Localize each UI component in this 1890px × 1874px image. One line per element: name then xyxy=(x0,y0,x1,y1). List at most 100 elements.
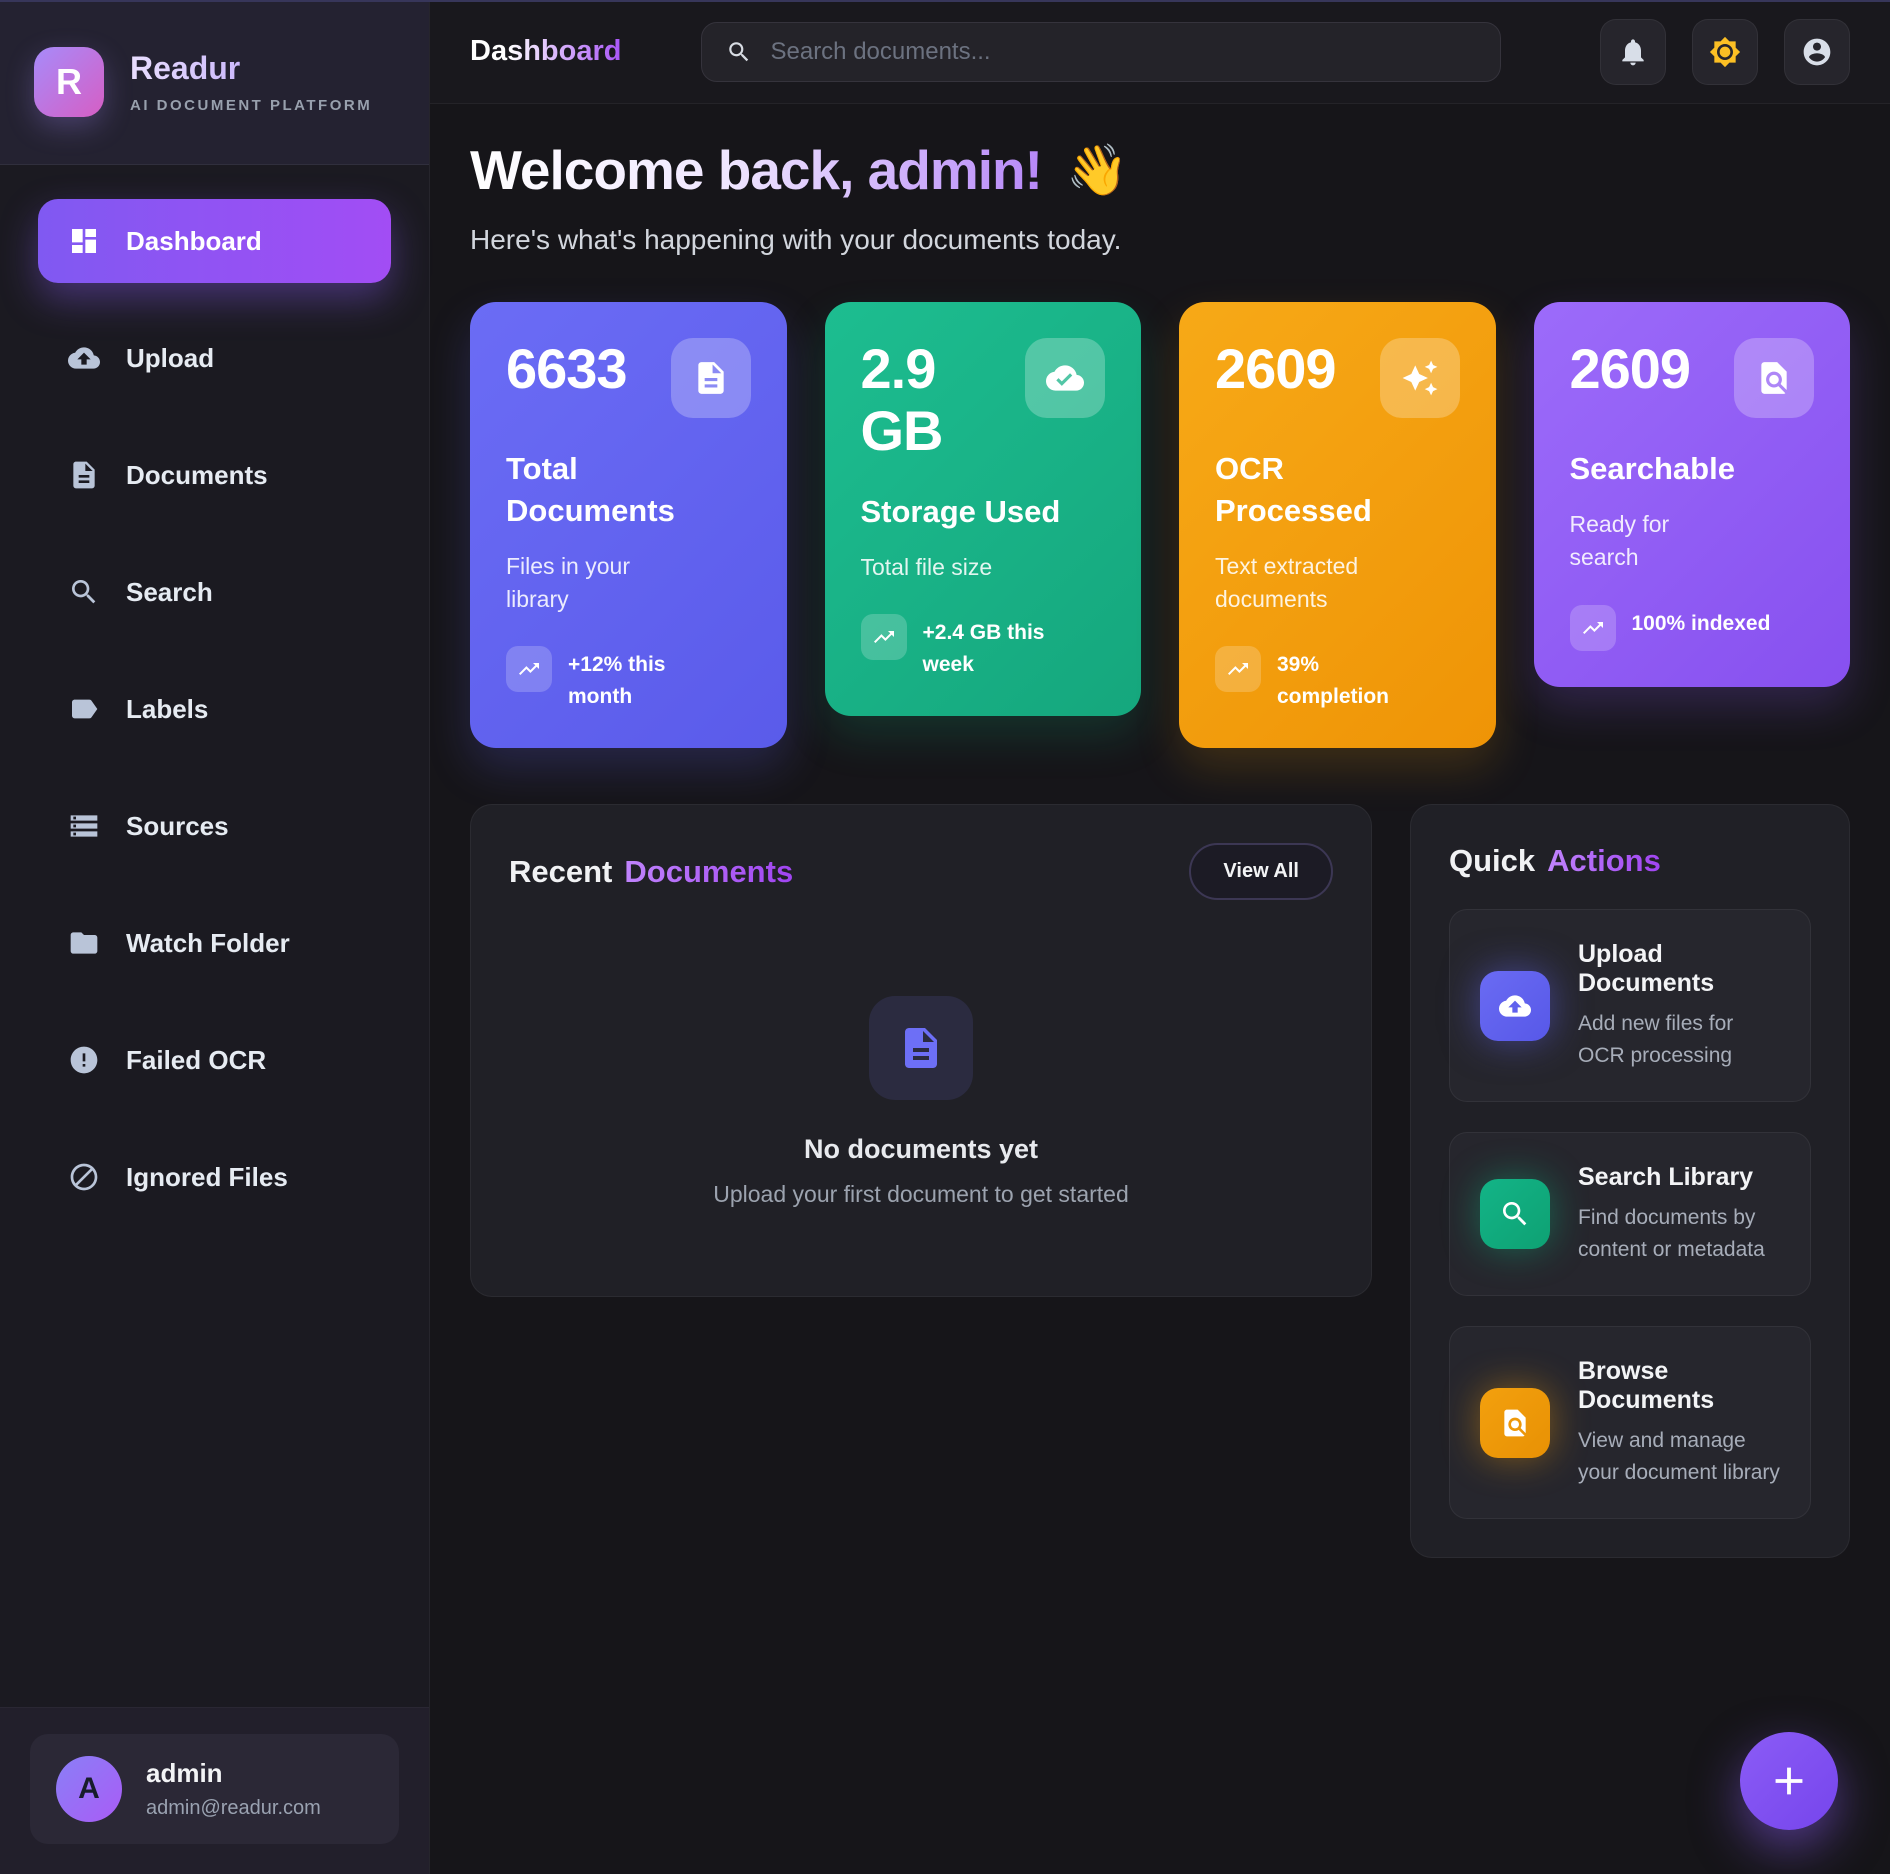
user-info: admin admin@readur.com xyxy=(146,1758,321,1820)
quick-action-search-library[interactable]: Search Library Find documents by content… xyxy=(1449,1132,1811,1297)
welcome-header: Welcome back, admin! 👋 xyxy=(470,138,1850,202)
cloud-upload-icon xyxy=(68,342,100,374)
stat-subtitle: Ready for search xyxy=(1569,510,1670,571)
wave-emoji: 👋 xyxy=(1065,141,1129,198)
sidebar-item-watch-folder[interactable]: Watch Folder xyxy=(38,901,391,985)
quick-action-description: Add new files for OCR processing xyxy=(1578,1012,1734,1067)
stat-card-storage-used[interactable]: 2.9 GB Storage Used Total file size +2.4… xyxy=(824,302,1141,717)
stat-trend-text: +2.4 GB this week xyxy=(922,621,1045,676)
folder-icon xyxy=(68,927,100,959)
document-icon xyxy=(869,996,973,1101)
stat-value: 6633 xyxy=(506,337,628,400)
search-icon xyxy=(726,39,752,65)
title-accent: Documents xyxy=(624,853,794,889)
plus-icon xyxy=(1766,1758,1812,1804)
doc-search-icon xyxy=(1734,338,1814,418)
sidebar-item-failed-ocr[interactable]: Failed OCR xyxy=(38,1018,391,1102)
user-card[interactable]: A admin admin@readur.com xyxy=(30,1734,399,1844)
quick-action-text: Search Library Find documents by content… xyxy=(1578,1163,1780,1265)
view-all-button[interactable]: View All xyxy=(1189,843,1333,901)
stat-subtitle: Total file size xyxy=(860,554,993,581)
sidebar-nav: Dashboard Upload Documents Search Labels… xyxy=(0,165,429,1707)
stat-title: Searchable xyxy=(1569,451,1735,486)
trending-up-icon xyxy=(1569,604,1616,651)
search-icon xyxy=(68,576,100,608)
quick-action-title: Browse Documents xyxy=(1578,1357,1715,1415)
sidebar-item-label: Failed OCR xyxy=(126,1044,267,1075)
user-email: admin@readur.com xyxy=(146,1797,321,1819)
ban-icon xyxy=(68,1161,100,1193)
add-document-fab[interactable] xyxy=(1740,1732,1838,1830)
quick-action-description: View and manage your document library xyxy=(1578,1429,1780,1484)
stat-title: OCR Processed xyxy=(1215,451,1372,528)
stat-head: 2609 xyxy=(1570,338,1814,418)
stat-value: 2.9 GB xyxy=(860,337,944,462)
stat-subtitle: Files in your library xyxy=(506,552,630,613)
stats-grid: 6633 Total Documents Files in your libra… xyxy=(470,302,1850,749)
page-title: Dashboard xyxy=(470,35,622,67)
account-button[interactable] xyxy=(1784,18,1850,85)
recent-documents-header: Recent Documents View All xyxy=(509,843,1333,901)
sidebar-item-dashboard[interactable]: Dashboard xyxy=(38,199,391,283)
avatar: A xyxy=(56,1756,122,1822)
sidebar-item-label: Documents xyxy=(126,459,268,490)
user-name: admin xyxy=(146,1758,223,1788)
stat-title: Storage Used xyxy=(860,494,1061,530)
quick-action-browse-documents[interactable]: Browse Documents View and manage your do… xyxy=(1449,1326,1811,1520)
stat-trend: +2.4 GB this week xyxy=(860,614,1106,680)
app-identity: Readur AI DOCUMENT PLATFORM xyxy=(130,50,372,114)
sidebar-item-label: Search xyxy=(126,576,213,607)
main-area: Dashboard Welcome back, admin! 👋 Here's … xyxy=(430,0,1890,1874)
stat-trend: 39% completion xyxy=(1215,646,1460,712)
title-primary: Recent xyxy=(509,853,613,889)
sidebar-item-documents[interactable]: Documents xyxy=(38,433,391,517)
recent-documents-title: Recent Documents xyxy=(509,854,793,890)
quick-action-title: Upload Documents xyxy=(1578,940,1715,998)
topbar: Dashboard xyxy=(430,0,1890,104)
search-bar[interactable] xyxy=(701,21,1502,82)
panels-row: Recent Documents View All No documents ye… xyxy=(470,804,1850,1559)
dashboard-content: Welcome back, admin! 👋 Here's what's hap… xyxy=(430,104,1890,1874)
welcome-title: Welcome back, admin! xyxy=(470,139,1043,201)
sidebar: R Readur AI DOCUMENT PLATFORM Dashboard … xyxy=(0,0,430,1874)
search-icon xyxy=(1480,1179,1550,1250)
sidebar-item-label: Ignored Files xyxy=(126,1161,288,1192)
sidebar-item-label: Upload xyxy=(126,342,215,373)
title-primary: Quick xyxy=(1449,843,1536,879)
bell-icon xyxy=(1617,36,1649,68)
quick-action-title: Search Library xyxy=(1578,1163,1754,1192)
recent-documents-panel: Recent Documents View All No documents ye… xyxy=(470,804,1372,1298)
sidebar-item-labels[interactable]: Labels xyxy=(38,667,391,751)
sidebar-item-search[interactable]: Search xyxy=(38,550,391,634)
stat-head: 2609 xyxy=(1215,338,1460,418)
sidebar-item-label: Watch Folder xyxy=(126,927,290,958)
document-icon xyxy=(670,338,751,418)
app-logo: R xyxy=(34,47,104,117)
quick-actions-panel: Quick Actions Upload Documents Add new fi… xyxy=(1410,804,1850,1559)
storage-list-icon xyxy=(68,810,100,842)
sidebar-item-upload[interactable]: Upload xyxy=(38,316,391,400)
stat-card-ocr-processed[interactable]: 2609 OCR Processed Text extracted docume… xyxy=(1179,302,1496,749)
quick-action-upload-documents[interactable]: Upload Documents Add new files for OCR p… xyxy=(1449,909,1811,1103)
quick-action-text: Upload Documents Add new files for OCR p… xyxy=(1578,940,1780,1071)
alert-circle-icon xyxy=(68,1044,100,1076)
sidebar-item-ignored-files[interactable]: Ignored Files xyxy=(38,1135,391,1219)
empty-state-subtitle: Upload your first document to get starte… xyxy=(713,1181,1129,1208)
app-tagline: AI DOCUMENT PLATFORM xyxy=(130,97,373,114)
stat-head: 2.9 GB xyxy=(860,337,1105,462)
sidebar-item-label: Labels xyxy=(126,693,209,724)
welcome-subtitle: Here's what's happening with your docume… xyxy=(470,224,1122,255)
stat-card-searchable[interactable]: 2609 Searchable Ready for search 100% in… xyxy=(1533,302,1850,687)
trending-up-icon xyxy=(1215,646,1261,693)
stat-trend-text: +12% this month xyxy=(568,653,666,708)
stat-card-total-documents[interactable]: 6633 Total Documents Files in your libra… xyxy=(470,302,787,749)
notifications-button[interactable] xyxy=(1600,18,1666,85)
sun-icon xyxy=(1709,36,1741,68)
stat-trend-text: 100% indexed xyxy=(1631,611,1771,635)
theme-toggle-button[interactable] xyxy=(1692,18,1758,85)
empty-state-title: No documents yet xyxy=(803,1134,1039,1165)
stat-value: 2609 xyxy=(1215,337,1337,400)
sidebar-item-sources[interactable]: Sources xyxy=(38,784,391,868)
document-icon xyxy=(68,459,100,491)
search-input[interactable] xyxy=(770,37,1477,66)
